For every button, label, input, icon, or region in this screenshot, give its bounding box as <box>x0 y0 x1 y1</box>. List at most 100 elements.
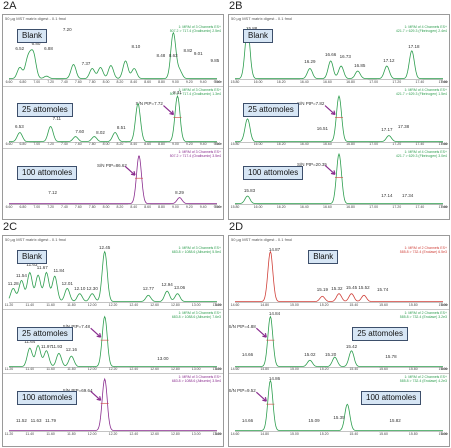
x-axis-tick: 14.60 <box>231 367 240 371</box>
x-axis-tick: 15.00 <box>290 367 299 371</box>
x-axis-tick: 7.60 <box>75 142 82 146</box>
chromatogram-trace <box>3 315 223 368</box>
time-axis-label: Time <box>440 303 448 307</box>
x-axis-tick: 7.00 <box>33 80 40 84</box>
x-axis-tick: 16.00 <box>254 80 263 84</box>
peak-retention-time: 6.52 <box>15 46 24 51</box>
peak-retention-time: 14.66 <box>242 418 253 423</box>
x-axis-tick: 17.40 <box>415 205 424 209</box>
x-axis-tick: 15.80 <box>409 432 418 436</box>
trace-separator <box>229 148 449 149</box>
sn-arrow <box>91 392 101 401</box>
x-axis-tick: 15.20 <box>320 432 329 436</box>
x-axis-tick: 12.40 <box>129 303 138 307</box>
x-axis-tick-row: 6.60 6.80 7.00 7.20 7.40 7.60 7.80 8.00 8.20 8.40… <box>3 205 223 210</box>
sn-arrow <box>163 105 173 114</box>
time-axis-label: Time <box>440 205 448 209</box>
chromatogram-panel-2d: 50 µg MST matrix digest - 0.1 fmol 1: MRM… <box>228 235 450 447</box>
panel-title: 50 µg MST matrix digest - 0.1 fmol <box>5 16 66 21</box>
peak-retention-time: 8.82 <box>183 48 192 53</box>
x-axis-tick: 9.40 <box>200 142 207 146</box>
sample-label-box: 100 attomoles <box>17 166 77 180</box>
peak-retention-time: 11.52 <box>16 418 27 423</box>
time-axis-label: Time <box>214 205 222 209</box>
x-axis-tick: 8.80 <box>158 205 165 209</box>
time-axis-label: Time <box>214 80 222 84</box>
x-axis-tick: 8.00 <box>103 142 110 146</box>
x-axis-tick: 16.60 <box>323 80 332 84</box>
x-axis-tick: 7.80 <box>89 205 96 209</box>
peak-retention-time: 8.10 <box>131 44 140 49</box>
x-axis-tick-row: 14.60 14.80 15.00 15.20 15.40 15.60 15.80 16.00… <box>229 432 449 437</box>
sn-arrow <box>325 105 335 114</box>
peak-retention-time: 12.10 <box>74 286 85 291</box>
x-axis-tick: 6.60 <box>6 142 13 146</box>
x-axis-tick: 7.00 <box>33 142 40 146</box>
x-axis-tick: 7.40 <box>61 205 68 209</box>
x-axis-tick-row: 11.20 11.40 11.60 11.80 12.00 12.20 12.40 12.60… <box>3 303 223 308</box>
x-axis-tick: 15.80 <box>231 80 240 84</box>
x-axis-tick: 17.00 <box>369 80 378 84</box>
chromatogram-trace <box>229 250 449 303</box>
x-axis-tick: 7.60 <box>75 205 82 209</box>
x-axis-tick: 13.00 <box>192 432 201 436</box>
x-axis-tick: 12.00 <box>88 303 97 307</box>
peak-retention-time: 17.14 <box>381 193 392 198</box>
sample-label-box: Blank <box>17 29 47 43</box>
peak-retention-time: 15.45 <box>346 285 357 290</box>
panel-label-2c: 2C <box>3 221 17 233</box>
sample-label-box: 25 attomoles <box>352 327 408 341</box>
x-axis-tick-row: 11.20 11.40 11.60 11.80 12.00 12.20 12.40 12.60… <box>3 367 223 372</box>
peak-retention-time: 8.63 <box>169 53 178 58</box>
peak-retention-time: 17.38 <box>398 124 409 129</box>
x-axis-tick: 15.80 <box>409 303 418 307</box>
x-axis-tick: 16.40 <box>300 205 309 209</box>
time-axis-label: Time <box>440 367 448 371</box>
peak-retention-time: 15.52 <box>358 285 369 290</box>
x-axis-tick: 12.60 <box>150 303 159 307</box>
peak-retention-time: 14.66 <box>242 352 253 357</box>
x-axis-tick: 15.60 <box>379 367 388 371</box>
x-axis-tick: 17.40 <box>415 80 424 84</box>
trace-separator <box>229 309 449 310</box>
chromatogram-trace <box>229 379 449 432</box>
x-axis-tick: 9.00 <box>172 205 179 209</box>
x-axis-tick: 12.00 <box>88 432 97 436</box>
peak-retention-time: 11.84 <box>53 268 64 273</box>
x-axis-tick: 15.60 <box>379 303 388 307</box>
x-axis-tick: 14.60 <box>231 432 240 436</box>
x-axis-tick: 8.00 <box>103 80 110 84</box>
x-axis-tick-row: 15.80 16.00 16.20 16.40 16.60 16.80 17.00 17.20… <box>229 142 449 147</box>
peak-retention-time: 15.82 <box>390 418 401 423</box>
x-axis-tick: 6.60 <box>6 80 13 84</box>
x-axis-tick: 16.20 <box>277 80 286 84</box>
x-axis-tick: 9.20 <box>186 80 193 84</box>
peak-retention-time: 17.12 <box>383 58 394 63</box>
peak-retention-time: 11.93 <box>51 344 62 349</box>
x-axis-tick: 11.60 <box>46 432 55 436</box>
peak-retention-time: 12.77 <box>143 286 154 291</box>
trace-line <box>9 316 217 366</box>
x-axis-tick: 9.40 <box>200 205 207 209</box>
chromatogram-trace <box>229 315 449 368</box>
x-axis-tick-row: 15.80 16.00 16.20 16.40 16.60 16.80 17.00 17.20… <box>229 80 449 85</box>
peak-retention-time: 15.78 <box>385 354 396 359</box>
x-axis-tick: 9.00 <box>172 142 179 146</box>
x-axis-tick-row: 15.80 16.00 16.20 16.40 16.60 16.80 17.00 17.20… <box>229 205 449 210</box>
x-axis-tick: 15.20 <box>320 303 329 307</box>
trace-line <box>235 381 443 431</box>
trace-separator <box>229 86 449 87</box>
sn-arrow <box>256 328 266 337</box>
x-axis-tick: 7.60 <box>75 80 82 84</box>
x-axis-tick: 13.00 <box>192 303 201 307</box>
sample-label-box: Blank <box>17 250 47 264</box>
x-axis-tick: 12.80 <box>171 303 180 307</box>
x-axis-tick: 11.40 <box>26 303 35 307</box>
x-axis-tick: 12.80 <box>171 432 180 436</box>
peak-retention-time: 16.51 <box>317 126 328 131</box>
x-axis-tick: 14.80 <box>260 303 269 307</box>
x-axis-tick: 12.40 <box>129 432 138 436</box>
x-axis-tick: 16.80 <box>346 142 355 146</box>
x-axis-tick-row: 14.60 14.80 15.00 15.20 15.40 15.60 15.80 16.00… <box>229 303 449 308</box>
x-axis-tick: 9.20 <box>186 205 193 209</box>
